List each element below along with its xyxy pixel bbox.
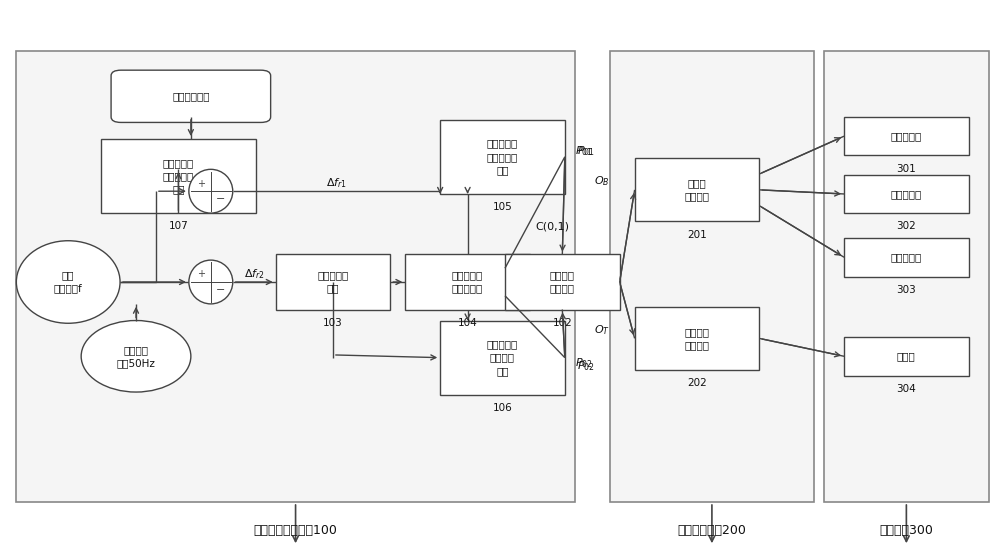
Text: 基础控制部分200: 基础控制部分200: [677, 524, 746, 537]
Text: 额定基准
频率50Hz: 额定基准 频率50Hz: [117, 345, 155, 368]
FancyBboxPatch shape: [635, 158, 759, 222]
FancyBboxPatch shape: [844, 238, 969, 276]
FancyBboxPatch shape: [111, 70, 271, 122]
Bar: [610, 51, 814, 502]
Bar: [824, 51, 989, 502]
Text: 锅炉给水泵: 锅炉给水泵: [891, 189, 922, 199]
Bar: [16, 51, 575, 502]
Ellipse shape: [16, 241, 120, 324]
FancyBboxPatch shape: [635, 307, 759, 370]
Text: 不等率负荷
指令计算
单元: 不等率负荷 指令计算 单元: [487, 340, 518, 376]
Ellipse shape: [189, 260, 233, 304]
Text: 103: 103: [323, 318, 343, 328]
Text: 下垂特性基
准频率计算
单元: 下垂特性基 准频率计算 单元: [163, 158, 194, 194]
Text: 负荷协调控制部分100: 负荷协调控制部分100: [254, 524, 338, 537]
Text: 汽轮机子
控制系统: 汽轮机子 控制系统: [684, 327, 709, 350]
Text: −: −: [216, 194, 225, 204]
Text: $P_{02}$: $P_{02}$: [575, 356, 593, 370]
Text: 104: 104: [458, 318, 477, 328]
Text: 电网
实际频率f: 电网 实际频率f: [54, 270, 83, 294]
Text: 107: 107: [169, 222, 188, 232]
Text: 锅炉子
控制系统: 锅炉子 控制系统: [684, 178, 709, 201]
FancyBboxPatch shape: [844, 175, 969, 213]
Text: 频率变化范
围判断单元: 频率变化范 围判断单元: [452, 270, 483, 294]
Text: 机组部分300: 机组部分300: [879, 524, 933, 537]
Text: $O_B$: $O_B$: [594, 175, 610, 189]
Text: +: +: [197, 269, 205, 279]
Text: 302: 302: [896, 222, 916, 232]
FancyBboxPatch shape: [101, 139, 256, 213]
Text: 下垂控制负
荷指令计算
单元: 下垂控制负 荷指令计算 单元: [487, 139, 518, 175]
Text: 303: 303: [896, 285, 916, 295]
FancyBboxPatch shape: [440, 119, 565, 194]
Text: 201: 201: [687, 229, 707, 240]
FancyBboxPatch shape: [505, 254, 620, 310]
Text: 301: 301: [896, 164, 916, 174]
Text: 106: 106: [493, 403, 512, 413]
Text: 102: 102: [552, 318, 572, 328]
Text: 汽轮机: 汽轮机: [897, 351, 916, 361]
Text: C(0,1): C(0,1): [535, 222, 569, 232]
Text: 系统功率缺额: 系统功率缺额: [172, 91, 210, 101]
Text: −: −: [216, 285, 225, 295]
FancyBboxPatch shape: [844, 117, 969, 155]
Ellipse shape: [189, 169, 233, 213]
Text: +: +: [197, 179, 205, 189]
Text: 202: 202: [687, 378, 707, 388]
FancyBboxPatch shape: [844, 337, 969, 375]
FancyBboxPatch shape: [440, 321, 565, 395]
Text: $\Delta f_{r1}$: $\Delta f_{r1}$: [326, 176, 347, 190]
Text: $\Delta f_{r2}$: $\Delta f_{r2}$: [244, 267, 265, 281]
Text: 105: 105: [493, 202, 512, 212]
Text: 304: 304: [896, 384, 916, 394]
Text: $P_{02}$: $P_{02}$: [577, 359, 595, 373]
Text: 绝对值计算
单元: 绝对值计算 单元: [317, 270, 349, 294]
Text: 送风机电机: 送风机电机: [891, 252, 922, 262]
Text: 机炉负荷
控制单元: 机炉负荷 控制单元: [550, 270, 575, 294]
FancyBboxPatch shape: [405, 254, 530, 310]
Text: $P_{01}$: $P_{01}$: [577, 144, 595, 158]
FancyBboxPatch shape: [276, 254, 390, 310]
Text: $P_{01}$: $P_{01}$: [575, 144, 593, 158]
Text: $O_T$: $O_T$: [594, 324, 610, 337]
Ellipse shape: [81, 321, 191, 392]
Text: 送煤机电机: 送煤机电机: [891, 131, 922, 141]
